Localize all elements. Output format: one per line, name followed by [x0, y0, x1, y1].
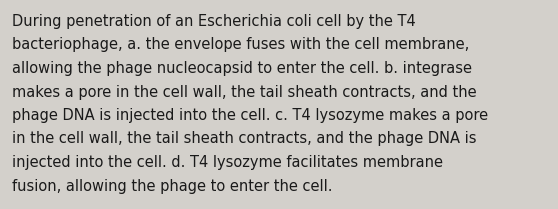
- Text: phage DNA is injected into the cell. c. T4 lysozyme makes a pore: phage DNA is injected into the cell. c. …: [12, 108, 488, 123]
- Text: During penetration of an Escherichia coli cell by the T4: During penetration of an Escherichia col…: [12, 14, 416, 29]
- Text: in the cell wall, the tail sheath contracts, and the phage DNA is: in the cell wall, the tail sheath contra…: [12, 131, 477, 147]
- Text: bacteriophage, a. the envelope fuses with the cell membrane,: bacteriophage, a. the envelope fuses wit…: [12, 37, 469, 52]
- Text: injected into the cell. d. T4 lysozyme facilitates membrane: injected into the cell. d. T4 lysozyme f…: [12, 155, 443, 170]
- Text: makes a pore in the cell wall, the tail sheath contracts, and the: makes a pore in the cell wall, the tail …: [12, 84, 477, 99]
- Text: fusion, allowing the phage to enter the cell.: fusion, allowing the phage to enter the …: [12, 178, 333, 194]
- Text: allowing the phage nucleocapsid to enter the cell. b. integrase: allowing the phage nucleocapsid to enter…: [12, 61, 472, 76]
